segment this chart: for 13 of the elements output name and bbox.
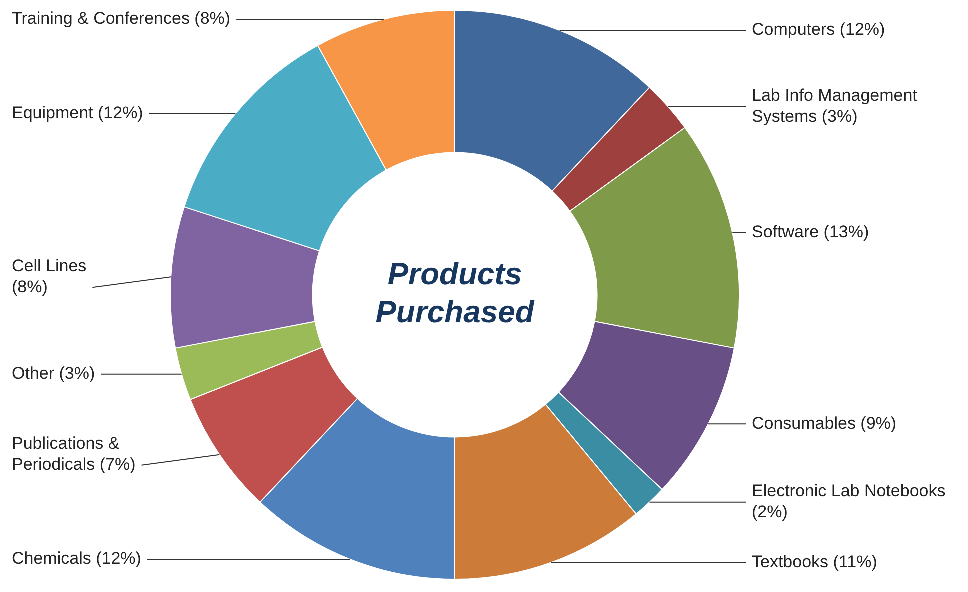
slice-label: Publications & Periodicals (7%)	[12, 434, 136, 474]
slice-label: Textbooks (11%)	[752, 552, 878, 572]
slice-label: Equipment (12%)	[12, 103, 144, 122]
slice-label: Training & Conferences (8%)	[12, 9, 231, 28]
slice-label: Consumables (9%)	[752, 414, 897, 433]
text: Products Purchased	[376, 256, 536, 330]
slice-label: Electronic Lab Notebooks (2%)	[752, 482, 946, 522]
slice-label: Software (13%)	[752, 222, 870, 242]
slice-label: Other (3%)	[12, 364, 96, 384]
slice-label: Computers (12%)	[752, 20, 886, 40]
slice-label: Chemicals (12%)	[12, 549, 142, 568]
slice-label: Cell Lines (8%)	[12, 256, 87, 296]
slice-label: Lab Info Management Systems (3%)	[752, 86, 918, 126]
